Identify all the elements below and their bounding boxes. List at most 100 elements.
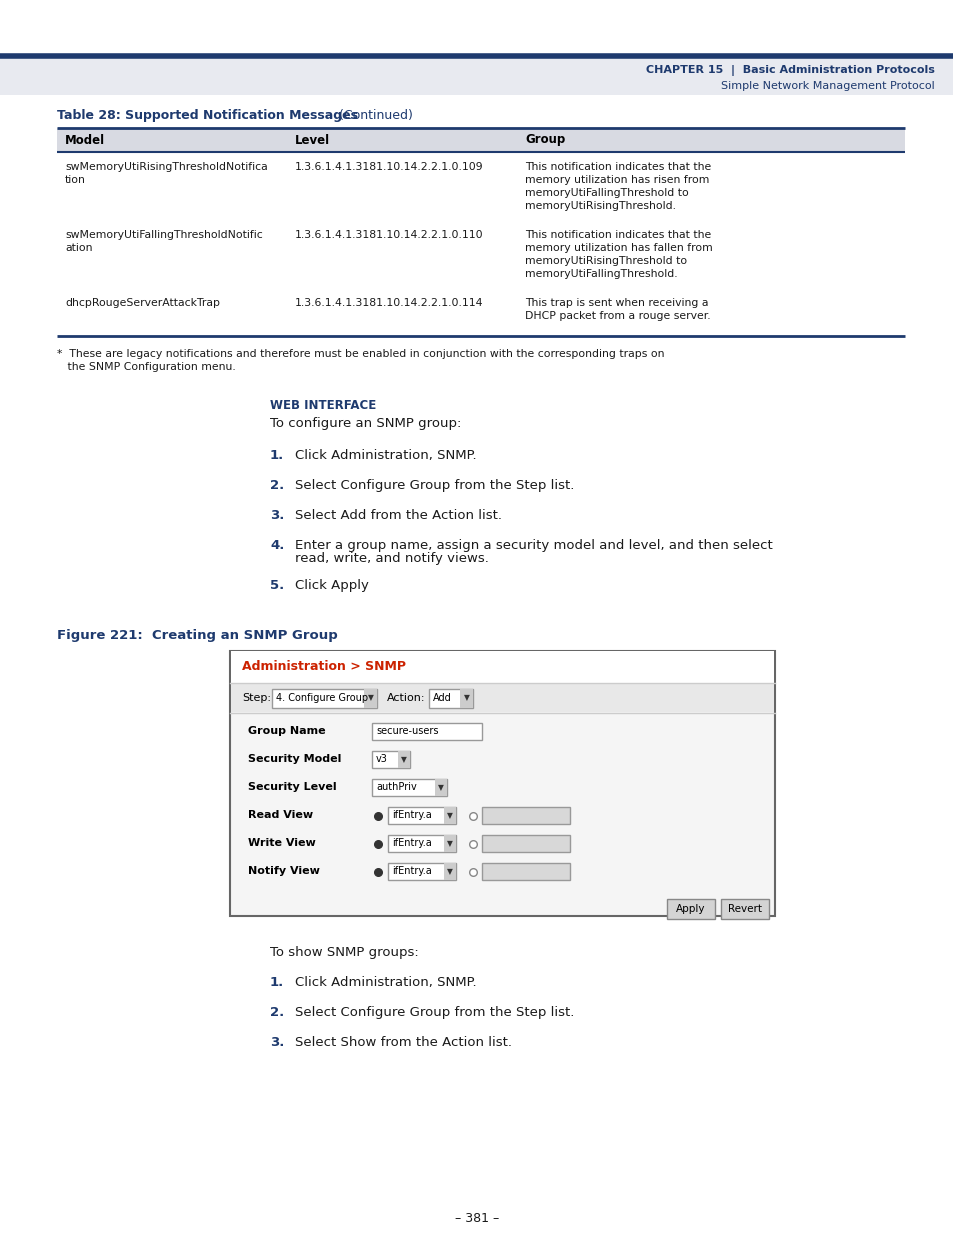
Text: *  These are legacy notifications and therefore must be enabled in conjunction w: * These are legacy notifications and the… xyxy=(57,350,664,359)
Bar xyxy=(57,128,904,152)
Text: ▼: ▼ xyxy=(400,755,407,764)
Text: 1.3.6.1.4.1.3181.10.14.2.2.1.0.110: 1.3.6.1.4.1.3181.10.14.2.2.1.0.110 xyxy=(294,230,483,240)
Text: ▼: ▼ xyxy=(437,783,443,792)
Text: Security Level: Security Level xyxy=(248,783,336,793)
Text: Figure 221:  Creating an SNMP Group: Figure 221: Creating an SNMP Group xyxy=(57,629,337,642)
Text: Select Add from the Action list.: Select Add from the Action list. xyxy=(294,509,501,522)
Text: 1.: 1. xyxy=(270,976,284,989)
Text: WEB INTERFACE: WEB INTERFACE xyxy=(270,399,375,412)
Text: This notification indicates that the: This notification indicates that the xyxy=(524,230,711,240)
Text: ifEntry.a: ifEntry.a xyxy=(392,839,432,848)
Text: Administration > SNMP: Administration > SNMP xyxy=(242,661,406,673)
Text: 2.: 2. xyxy=(270,1007,284,1019)
Text: memory utilization has risen from: memory utilization has risen from xyxy=(524,175,709,185)
Text: ation: ation xyxy=(65,243,92,253)
Bar xyxy=(443,835,456,852)
Text: 5.: 5. xyxy=(270,579,284,592)
Text: 4. Configure Group: 4. Configure Group xyxy=(275,693,368,703)
Text: Select Show from the Action list.: Select Show from the Action list. xyxy=(294,1036,512,1049)
Text: Model: Model xyxy=(65,133,105,147)
Text: Level: Level xyxy=(294,133,330,147)
Bar xyxy=(481,863,569,881)
Text: Step:: Step: xyxy=(242,693,271,703)
Text: memoryUtiFallingThreshold to: memoryUtiFallingThreshold to xyxy=(524,188,688,198)
Text: Add: Add xyxy=(433,693,452,703)
Text: – 381 –: – 381 – xyxy=(455,1212,498,1224)
Bar xyxy=(720,899,768,919)
Text: memoryUtiRisingThreshold.: memoryUtiRisingThreshold. xyxy=(524,201,676,211)
Text: ▼: ▼ xyxy=(447,839,453,848)
Text: authPriv: authPriv xyxy=(375,783,416,793)
Text: ▼: ▼ xyxy=(463,694,470,703)
Text: ifEntry.a: ifEntry.a xyxy=(392,810,432,820)
Text: ▼: ▼ xyxy=(368,694,374,703)
Text: 1.3.6.1.4.1.3181.10.14.2.2.1.0.109: 1.3.6.1.4.1.3181.10.14.2.2.1.0.109 xyxy=(294,162,483,172)
Bar xyxy=(231,684,773,713)
Bar xyxy=(481,806,569,824)
Bar xyxy=(435,779,447,797)
Text: Read View: Read View xyxy=(248,810,313,820)
Text: 3.: 3. xyxy=(270,509,284,522)
Bar xyxy=(0,56,953,95)
Text: Write View: Write View xyxy=(248,839,315,848)
Text: To show SNMP groups:: To show SNMP groups: xyxy=(270,946,418,960)
Bar xyxy=(388,806,456,824)
Text: ifEntry.a: ifEntry.a xyxy=(392,867,432,877)
Text: This notification indicates that the: This notification indicates that the xyxy=(524,162,711,172)
Bar xyxy=(443,863,456,881)
Bar xyxy=(0,0,953,95)
Text: memoryUtiRisingThreshold to: memoryUtiRisingThreshold to xyxy=(524,256,686,266)
Text: swMemoryUtiFallingThresholdNotific: swMemoryUtiFallingThresholdNotific xyxy=(65,230,262,240)
Text: Enter a group name, assign a security model and level, and then select: Enter a group name, assign a security mo… xyxy=(294,538,772,552)
Text: v3: v3 xyxy=(375,755,388,764)
Text: Click Administration, SNMP.: Click Administration, SNMP. xyxy=(294,450,476,462)
Text: 4.: 4. xyxy=(270,538,284,552)
Text: Group Name: Group Name xyxy=(248,726,325,736)
Bar xyxy=(372,779,447,797)
Bar xyxy=(230,651,774,916)
Text: Group: Group xyxy=(524,133,565,147)
Text: 2.: 2. xyxy=(270,479,284,492)
Bar xyxy=(459,688,473,708)
Bar xyxy=(372,722,481,740)
Bar xyxy=(231,651,773,683)
Text: memoryUtiFallingThreshold.: memoryUtiFallingThreshold. xyxy=(524,269,677,279)
Text: Simple Network Management Protocol: Simple Network Management Protocol xyxy=(720,82,934,91)
Text: Revert: Revert xyxy=(727,904,761,914)
Bar xyxy=(388,863,456,881)
Text: Table 28: Supported Notification Messages: Table 28: Supported Notification Message… xyxy=(57,109,357,121)
Bar xyxy=(372,751,410,768)
Text: Select Configure Group from the Step list.: Select Configure Group from the Step lis… xyxy=(294,1007,574,1019)
Text: To configure an SNMP group:: To configure an SNMP group: xyxy=(270,417,461,430)
Bar xyxy=(481,835,569,852)
Text: Click Administration, SNMP.: Click Administration, SNMP. xyxy=(294,976,476,989)
Text: read, write, and notify views.: read, write, and notify views. xyxy=(294,552,488,564)
Text: Action:: Action: xyxy=(387,693,425,703)
Text: 1.3.6.1.4.1.3181.10.14.2.2.1.0.114: 1.3.6.1.4.1.3181.10.14.2.2.1.0.114 xyxy=(294,298,483,308)
Text: Apply: Apply xyxy=(676,904,705,914)
Text: secure-users: secure-users xyxy=(375,726,438,736)
Text: swMemoryUtiRisingThresholdNotifica: swMemoryUtiRisingThresholdNotifica xyxy=(65,162,268,172)
Bar xyxy=(397,751,410,768)
Text: memory utilization has fallen from: memory utilization has fallen from xyxy=(524,243,712,253)
Text: This trap is sent when receiving a: This trap is sent when receiving a xyxy=(524,298,708,308)
Text: tion: tion xyxy=(65,175,86,185)
Text: the SNMP Configuration menu.: the SNMP Configuration menu. xyxy=(57,362,235,372)
Text: 3.: 3. xyxy=(270,1036,284,1049)
Text: (Continued): (Continued) xyxy=(335,109,413,121)
Text: DHCP packet from a rouge server.: DHCP packet from a rouge server. xyxy=(524,311,710,321)
Text: ▼: ▼ xyxy=(447,811,453,820)
Text: Click Apply: Click Apply xyxy=(294,579,369,592)
Bar xyxy=(272,688,376,708)
Text: CHAPTER 15  |  Basic Administration Protocols: CHAPTER 15 | Basic Administration Protoc… xyxy=(645,64,934,75)
Text: Security Model: Security Model xyxy=(248,755,341,764)
Bar xyxy=(443,806,456,824)
Bar xyxy=(388,835,456,852)
Text: dhcpRougeServerAttackTrap: dhcpRougeServerAttackTrap xyxy=(65,298,220,308)
Bar xyxy=(364,688,376,708)
Text: Notify View: Notify View xyxy=(248,867,319,877)
Text: ▼: ▼ xyxy=(447,867,453,876)
Text: Select Configure Group from the Step list.: Select Configure Group from the Step lis… xyxy=(294,479,574,492)
Bar xyxy=(429,688,473,708)
Text: 1.: 1. xyxy=(270,450,284,462)
